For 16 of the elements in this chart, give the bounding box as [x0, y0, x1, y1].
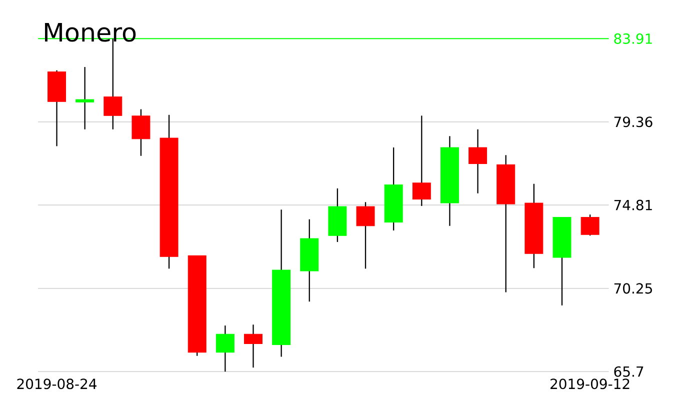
candlestick [216, 325, 234, 372]
candlestick [132, 108, 150, 157]
x-tick-label: 2019-09-12 [550, 378, 630, 390]
candlestick [468, 128, 488, 194]
candlestick [580, 214, 600, 236]
y-tick-label: 65.7 [614, 366, 644, 378]
chart-title: Monero [45, 23, 136, 42]
candlestick [356, 202, 375, 270]
y-tick-label: 79.36 [614, 116, 652, 128]
y-tick-label: 70.25 [614, 283, 652, 294]
candlestick [244, 324, 262, 368]
candlestick [76, 66, 94, 130]
ref-line-label: 83.91 [614, 34, 652, 44]
candlestick [412, 115, 431, 207]
x-tick-label: 2019-08-24 [17, 378, 97, 390]
y-tick-label: 74.81 [614, 200, 652, 210]
